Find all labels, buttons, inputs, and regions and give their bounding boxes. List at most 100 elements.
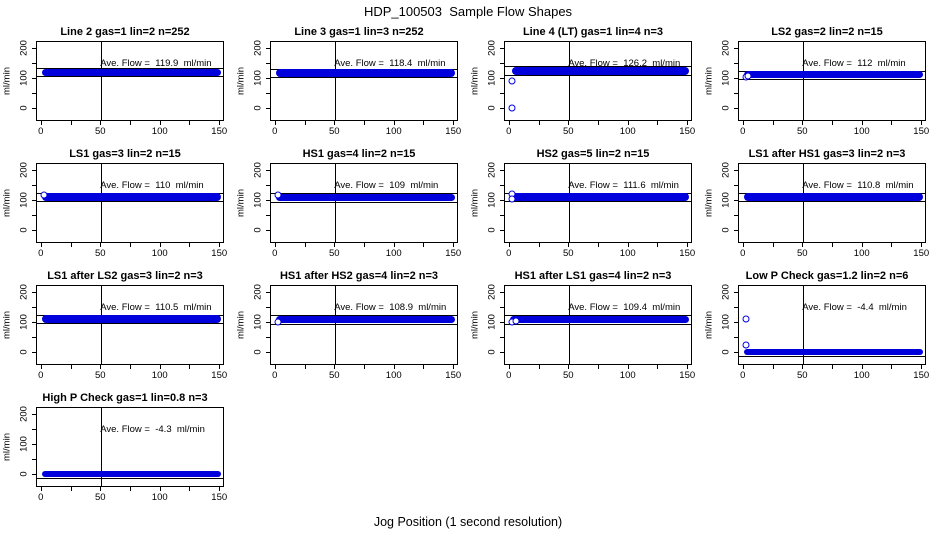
subplot-title: High P Check gas=1 lin=0.8 n=3 bbox=[42, 392, 208, 404]
x-tick bbox=[274, 121, 276, 125]
x-tick bbox=[891, 121, 893, 125]
x-tick bbox=[159, 487, 161, 491]
x-tick bbox=[508, 365, 510, 369]
figure-title: HDP_100503 Sample Flow Shapes bbox=[363, 4, 573, 19]
x-tick-label: 100 bbox=[151, 370, 168, 381]
x-tick bbox=[100, 365, 102, 369]
x-tick bbox=[772, 243, 774, 247]
x-tick bbox=[304, 243, 306, 247]
x-tick-label: 100 bbox=[151, 248, 168, 259]
subplot-1: Line 2 gas=1 lin=2 n=252 ml/min 0 100 200 0 50… bbox=[0, 20, 234, 142]
x-tick bbox=[219, 121, 221, 125]
x-tick bbox=[40, 121, 42, 125]
subplot-title: HS1 after LS1 gas=4 lin=2 n=3 bbox=[514, 270, 672, 282]
y-tick bbox=[266, 229, 270, 231]
y-tick-label: 100 bbox=[720, 192, 732, 208]
x-tick bbox=[219, 365, 221, 369]
plot-box: Ave. Flow = 119.9 ml/min bbox=[36, 41, 224, 121]
y-tick bbox=[32, 414, 36, 416]
x-tick bbox=[598, 121, 599, 125]
subplot-title: Low P Check gas=1.2 lin=2 n=6 bbox=[745, 270, 909, 282]
x-tick bbox=[40, 365, 42, 369]
mean-line bbox=[505, 200, 691, 202]
x-tick bbox=[40, 487, 42, 491]
data-band bbox=[509, 193, 689, 201]
y-axis-label: ml/min bbox=[1, 67, 13, 95]
data-band bbox=[743, 193, 923, 201]
subplot-title: Line 4 (LT) gas=1 lin=4 n=3 bbox=[522, 26, 664, 38]
x-tick bbox=[219, 243, 221, 247]
subplot-title: LS1 after LS2 gas=3 lin=2 n=3 bbox=[47, 270, 203, 282]
subplot-13: High P Check gas=1 lin=0.8 n=3 ml/min 0 100… bbox=[0, 386, 234, 508]
y-tick bbox=[500, 185, 504, 187]
x-tick bbox=[508, 243, 510, 247]
subplot-7: HS2 gas=5 lin=2 n=15 ml/min 0 100 200 0 50 100 1… bbox=[468, 142, 702, 264]
x-tick-label: 150 bbox=[211, 248, 228, 259]
guide-line bbox=[100, 408, 102, 486]
y-tick-label: 100 bbox=[252, 70, 264, 86]
x-tick-label: 0 bbox=[506, 126, 512, 137]
average-flow-annotation: Ave. Flow = 118.4 ml/min bbox=[334, 58, 446, 70]
y-axis-label: ml/min bbox=[235, 311, 247, 339]
y-tick-label: 200 bbox=[486, 40, 498, 57]
x-tick-label: 50 bbox=[562, 370, 574, 381]
y-tick bbox=[500, 336, 504, 338]
guide-line bbox=[802, 42, 804, 120]
x-tick-label: 50 bbox=[94, 126, 106, 137]
x-tick bbox=[453, 243, 455, 247]
x-tick bbox=[40, 243, 42, 247]
y-axis-label: ml/min bbox=[235, 189, 247, 217]
y-tick bbox=[500, 107, 504, 109]
y-axis-label: ml/min bbox=[469, 311, 481, 339]
x-tick bbox=[70, 243, 72, 247]
x-tick-label: 150 bbox=[679, 248, 696, 259]
average-flow-annotation: Ave. Flow = 110.5 ml/min bbox=[100, 302, 212, 314]
data-band bbox=[41, 68, 221, 77]
average-flow-annotation: Ave. Flow = 110.8 ml/min bbox=[802, 180, 914, 192]
x-tick bbox=[130, 365, 131, 369]
x-tick bbox=[568, 243, 570, 247]
y-tick-label: 0 bbox=[486, 105, 498, 111]
x-tick bbox=[861, 365, 863, 369]
y-tick bbox=[32, 229, 36, 231]
x-tick-label: 150 bbox=[679, 370, 696, 381]
x-tick bbox=[100, 487, 102, 491]
y-tick bbox=[500, 170, 504, 172]
y-tick bbox=[32, 336, 36, 338]
y-tick bbox=[500, 48, 504, 50]
x-tick-label: 0 bbox=[38, 492, 44, 503]
guide-line bbox=[568, 42, 570, 120]
x-tick bbox=[189, 487, 191, 491]
x-tick bbox=[861, 121, 863, 125]
x-tick bbox=[657, 243, 659, 247]
y-axis-label: ml/min bbox=[1, 433, 13, 461]
x-tick bbox=[393, 243, 395, 247]
x-tick-label: 150 bbox=[445, 370, 462, 381]
y-tick bbox=[500, 351, 504, 353]
x-tick bbox=[423, 243, 425, 247]
y-tick-label: 200 bbox=[18, 406, 30, 423]
y-tick-label: 100 bbox=[252, 192, 264, 208]
x-tick-label: 0 bbox=[272, 248, 278, 259]
mean-line bbox=[739, 200, 925, 202]
subplot-title: HS2 gas=5 lin=2 n=15 bbox=[536, 148, 650, 160]
subplot-12: Low P Check gas=1.2 lin=2 n=6 ml/min 0 100 2… bbox=[702, 264, 936, 386]
x-tick-label: 150 bbox=[445, 248, 462, 259]
y-tick-label: 200 bbox=[18, 162, 30, 179]
y-tick-label: 200 bbox=[720, 162, 732, 179]
x-tick-label: 100 bbox=[151, 126, 168, 137]
y-tick-label: 200 bbox=[18, 40, 30, 57]
x-tick bbox=[802, 121, 804, 125]
data-band bbox=[41, 470, 221, 478]
y-tick bbox=[266, 322, 270, 324]
average-flow-annotation: Ave. Flow = 110 ml/min bbox=[100, 180, 204, 192]
x-tick-label: 0 bbox=[740, 248, 746, 259]
mean-line bbox=[37, 323, 223, 325]
y-tick bbox=[734, 292, 738, 294]
x-tick bbox=[538, 121, 540, 125]
y-tick bbox=[266, 292, 270, 294]
y-tick bbox=[266, 92, 270, 94]
plot-box: Ave. Flow = 110.5 ml/min bbox=[36, 285, 224, 365]
y-tick-label: 200 bbox=[720, 284, 732, 301]
